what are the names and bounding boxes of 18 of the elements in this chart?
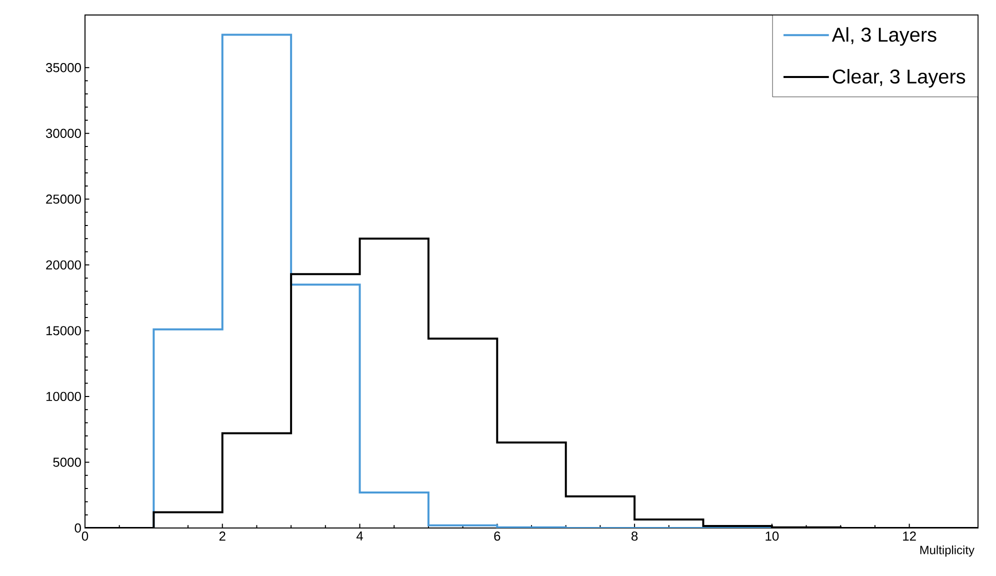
y-tick-label: 30000 bbox=[46, 128, 81, 138]
y-tick-label: 25000 bbox=[46, 194, 81, 204]
legend-label: Clear, 3 Layers bbox=[832, 68, 966, 88]
x-tick-label: 12 bbox=[903, 532, 916, 541]
x-tick-label: 10 bbox=[766, 532, 779, 541]
x-tick-label: 2 bbox=[219, 532, 226, 541]
x-tick-label: 6 bbox=[494, 532, 500, 541]
y-tick-label: 10000 bbox=[46, 392, 81, 402]
y-tick-label: 35000 bbox=[46, 63, 81, 72]
legend-label: Al, 3 Layers bbox=[832, 27, 936, 46]
x-tick-label: 4 bbox=[356, 532, 363, 540]
y-tick-label: 20000 bbox=[46, 260, 81, 270]
y-tick-label: 0 bbox=[74, 523, 81, 533]
y-tick-label: 15000 bbox=[46, 326, 81, 336]
x-tick-label: 8 bbox=[632, 532, 638, 541]
x-tick-label: 0 bbox=[82, 532, 88, 541]
y-tick-label: 5000 bbox=[53, 458, 81, 467]
x-axis-title: Multiplicity bbox=[920, 545, 974, 557]
